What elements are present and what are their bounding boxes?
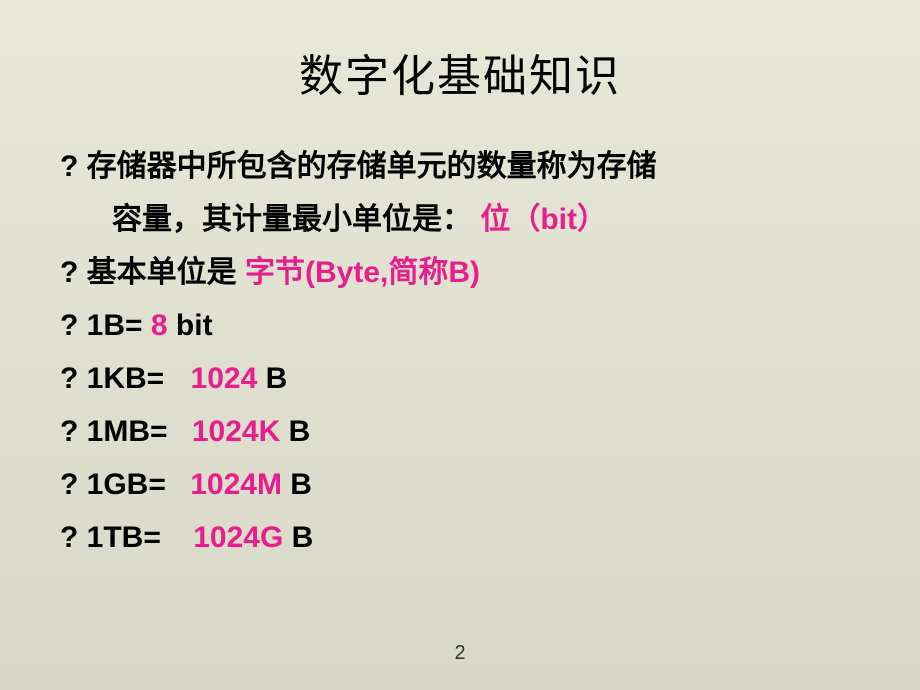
- line7-suffix: B: [292, 521, 314, 554]
- content-line-3: ? 1B= 8 bit: [60, 303, 860, 348]
- content-line-1b: 容量，其计量最小单位是： 位（bit）: [112, 197, 860, 242]
- line7-answer: 1024G: [193, 521, 283, 554]
- line7-label: ? 1TB=: [60, 521, 161, 554]
- line4-label: ? 1KB=: [60, 362, 164, 395]
- line4-suffix: B: [266, 362, 288, 395]
- line3-answer: 8: [151, 309, 168, 342]
- slide-container: 数字化基础知识 ? 存储器中所包含的存储单元的数量称为存储 容量，其计量最小单位…: [0, 0, 920, 690]
- line2-label: ? 基本单位是: [60, 256, 245, 289]
- content-line-7: ? 1TB= 1024G B: [60, 515, 860, 560]
- content-line-4: ? 1KB= 1024 B: [60, 356, 860, 401]
- slide-title: 数字化基础知识: [60, 40, 860, 104]
- line1-answer: 位（bit）: [480, 203, 607, 236]
- content-line-6: ? 1GB= 1024M B: [60, 462, 860, 507]
- content-line-1: ? 存储器中所包含的存储单元的数量称为存储: [60, 144, 860, 189]
- line1-text-part1: ? 存储器中所包含的存储单元的数量称为存储: [60, 150, 657, 183]
- line1-text-part2: 容量，其计量最小单位是：: [112, 203, 472, 236]
- content-line-5: ? 1MB= 1024K B: [60, 409, 860, 454]
- line3-label: ? 1B=: [60, 309, 151, 342]
- line5-suffix: B: [289, 415, 311, 448]
- line6-suffix: B: [290, 468, 312, 501]
- line2-answer: 字节(Byte,简称B): [245, 256, 480, 289]
- line6-answer: 1024M: [190, 468, 282, 501]
- line5-answer: 1024K: [192, 415, 280, 448]
- page-number: 2: [454, 642, 465, 665]
- line6-label: ? 1GB=: [60, 468, 166, 501]
- line3-suffix: bit: [176, 309, 213, 342]
- content-line-2: ? 基本单位是 字节(Byte,简称B): [60, 250, 860, 295]
- line4-answer: 1024: [191, 362, 258, 395]
- line5-label: ? 1MB=: [60, 415, 168, 448]
